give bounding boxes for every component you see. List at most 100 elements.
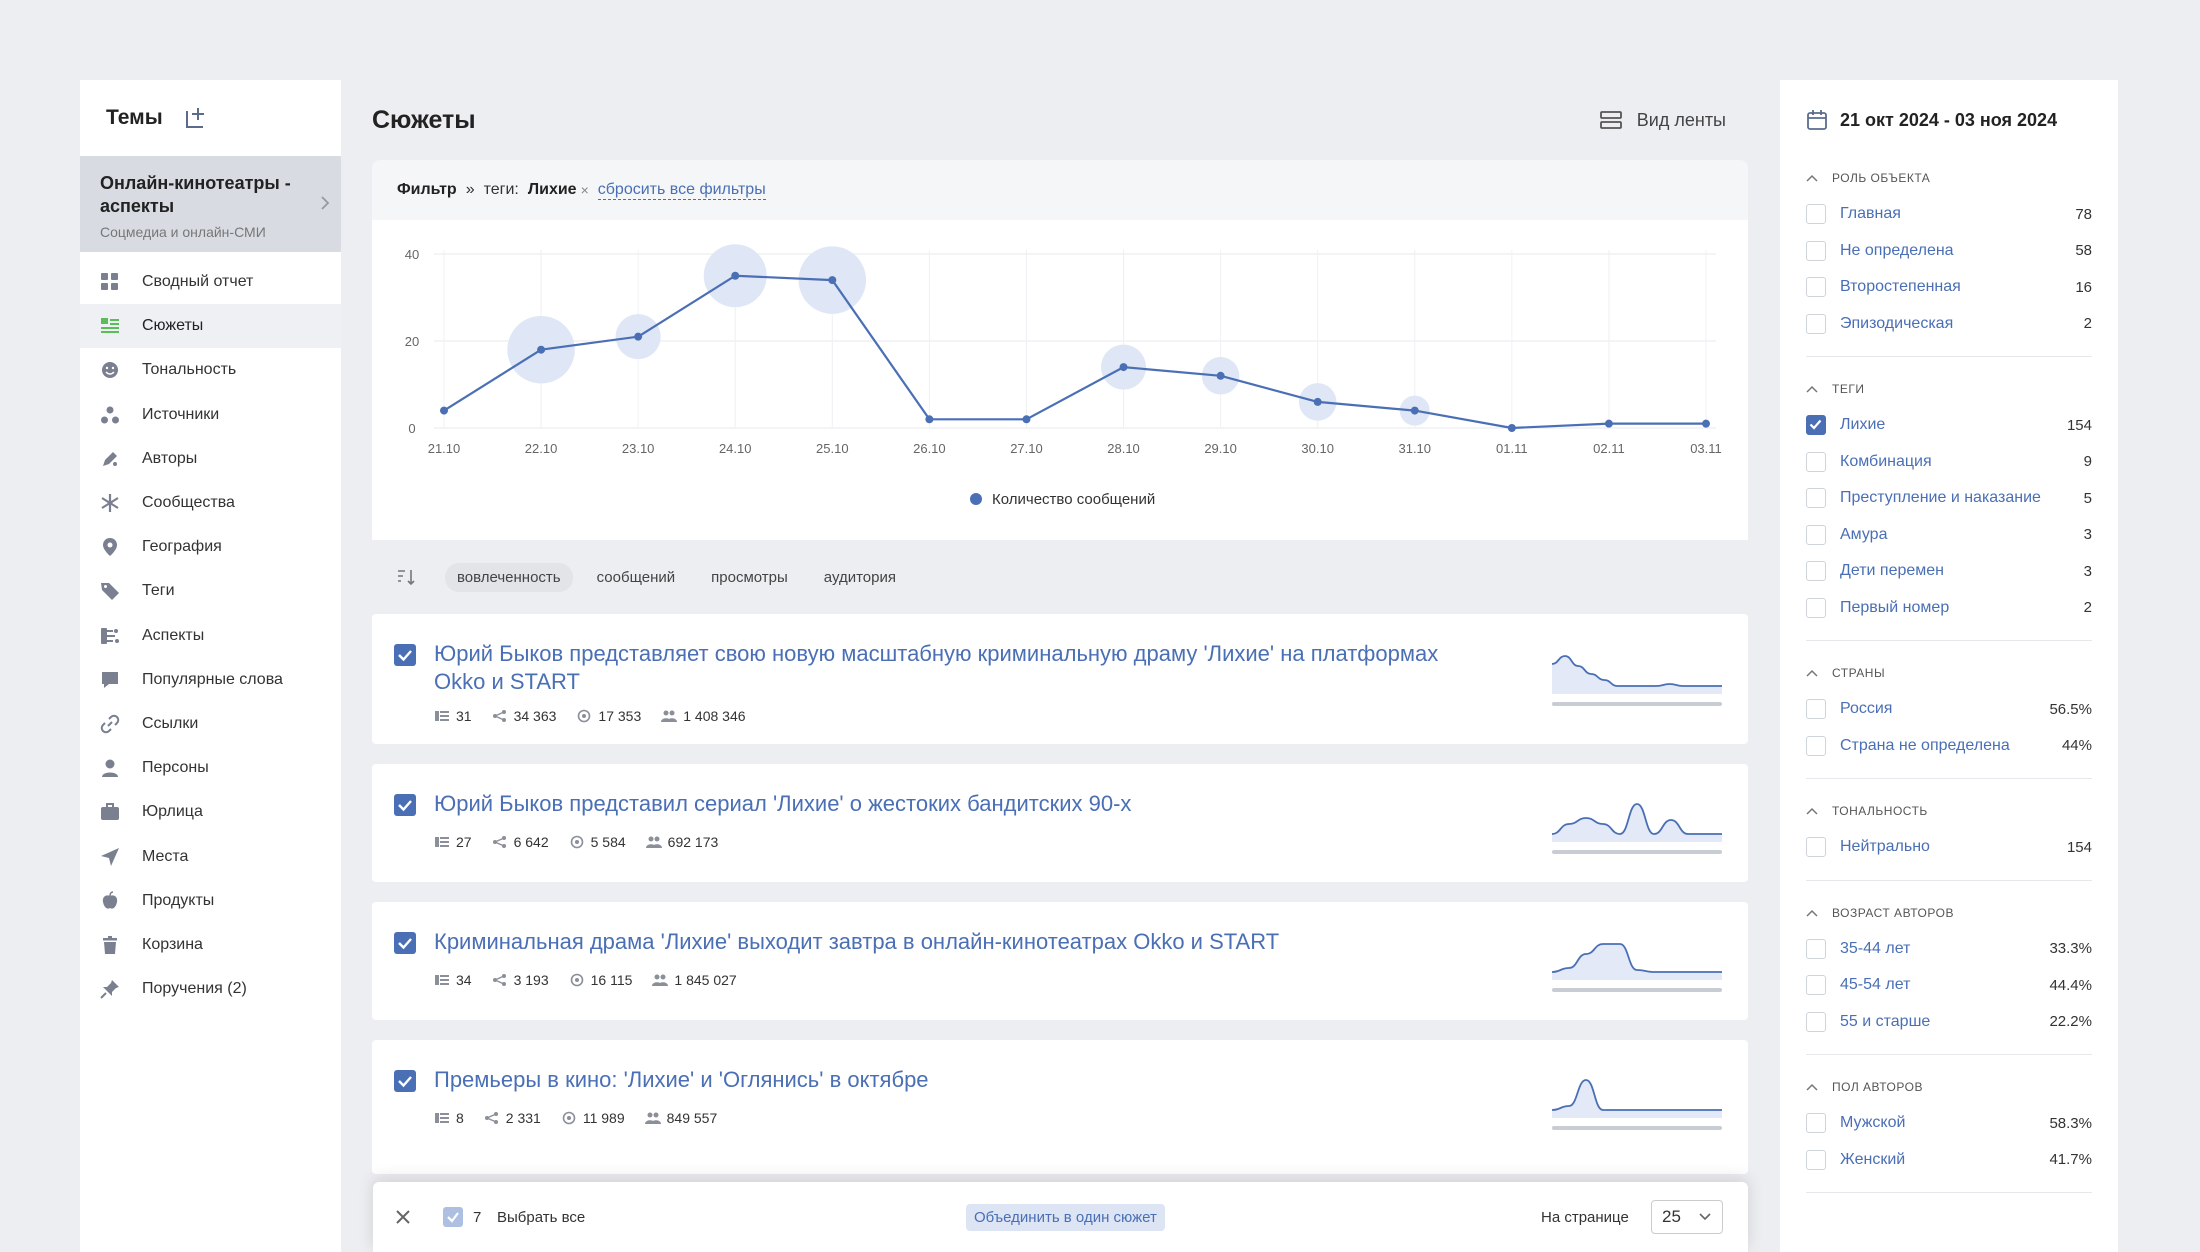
filter-checkbox[interactable] xyxy=(1806,415,1826,436)
story-checkbox[interactable] xyxy=(394,932,416,954)
filter-checkbox[interactable] xyxy=(1806,277,1826,298)
filter-checkbox[interactable] xyxy=(1806,938,1826,959)
filter-section-header[interactable]: Пол авторов xyxy=(1806,1069,2092,1105)
chevron-up-icon xyxy=(1806,174,1818,182)
filter-checkbox[interactable] xyxy=(1806,837,1826,858)
sidebar-item-1[interactable]: Сюжеты xyxy=(80,304,341,349)
sidebar-item-2[interactable]: Тональность xyxy=(80,348,341,392)
sidebar-item-13[interactable]: Места xyxy=(80,834,341,878)
filter-checkbox[interactable] xyxy=(1806,975,1826,996)
sort-option-3[interactable]: аудитория xyxy=(823,568,896,586)
sidebar-item-11[interactable]: Персоны xyxy=(80,746,341,790)
filter-checkbox[interactable] xyxy=(1806,735,1826,756)
filter-option[interactable]: Второстепенная 16 xyxy=(1806,269,2092,306)
filter-option[interactable]: Эпизодическая 2 xyxy=(1806,306,2092,343)
filter-option[interactable]: Преступление и наказание 5 xyxy=(1806,480,2092,517)
filter-option[interactable]: Страна не определена 44% xyxy=(1806,728,2092,765)
filter-option[interactable]: Комбинация 9 xyxy=(1806,444,2092,481)
stat-reposts-value: 6 642 xyxy=(513,834,549,850)
filter-option[interactable]: Нейтрально 154 xyxy=(1806,829,2092,866)
add-theme-icon[interactable] xyxy=(183,105,209,131)
filter-checkbox[interactable] xyxy=(1806,204,1826,225)
filter-checkbox[interactable] xyxy=(1806,699,1826,720)
filter-section-header[interactable]: Тональность xyxy=(1806,793,2092,829)
sidebar-item-3[interactable]: Источники xyxy=(80,393,341,437)
select-all-label[interactable]: Выбрать все xyxy=(497,1208,586,1226)
sidebar-item-4[interactable]: Авторы xyxy=(80,437,341,481)
sidebar-item-12[interactable]: Юрлица xyxy=(80,790,341,834)
messages-icon xyxy=(435,1113,449,1123)
link-icon xyxy=(100,714,120,734)
filter-section: Теги Лихие 154 Комбинация 9 Преступление и на… xyxy=(1806,357,2092,641)
filter-checkbox[interactable] xyxy=(1806,240,1826,261)
filter-option[interactable]: Амура 3 xyxy=(1806,517,2092,554)
remove-filter-icon[interactable]: × xyxy=(580,182,589,198)
filter-section-header[interactable]: Роль объекта xyxy=(1806,160,2092,196)
per-page-select[interactable]: 25 xyxy=(1651,1200,1723,1234)
sidebar-item-9[interactable]: Популярные слова xyxy=(80,658,341,702)
filter-option[interactable]: Лихие 154 xyxy=(1806,407,2092,444)
filter-checkbox[interactable] xyxy=(1806,313,1826,334)
sidebar-item-10[interactable]: Ссылки xyxy=(80,702,341,746)
sort-option-2[interactable]: просмотры xyxy=(711,568,788,586)
current-theme[interactable]: Онлайн-кинотеатры - аспекты Соцмедиа и о… xyxy=(80,156,341,252)
stat-audience-value: 692 173 xyxy=(667,834,719,850)
filter-option[interactable]: 35-44 лет 33.3% xyxy=(1806,931,2092,968)
x-tick-label: 21.10 xyxy=(428,441,461,456)
reset-filters-link[interactable]: сбросить все фильтры xyxy=(597,180,766,200)
filter-option[interactable]: Мужской 58.3% xyxy=(1806,1105,2092,1142)
sort-icon[interactable] xyxy=(395,567,417,587)
feed-view-button[interactable]: Вид ленты xyxy=(1599,110,1726,131)
check-icon xyxy=(398,938,412,950)
filter-option[interactable]: Главная 78 xyxy=(1806,196,2092,233)
select-all-checkbox[interactable] xyxy=(443,1207,463,1227)
filter-checkbox[interactable] xyxy=(1806,451,1826,472)
story-checkbox[interactable] xyxy=(394,794,416,816)
filter-checkbox[interactable] xyxy=(1806,597,1826,618)
filter-option[interactable]: 45-54 лет 44.4% xyxy=(1806,967,2092,1004)
sort-bar: вовлеченность сообщений просмотры аудитория xyxy=(372,540,1748,614)
story-title[interactable]: Криминальная драма 'Лихие' выходит завтр… xyxy=(434,929,1280,954)
filter-option[interactable]: Дети перемен 3 xyxy=(1806,553,2092,590)
sidebar-item-16[interactable]: Поручения (2) xyxy=(80,967,341,1011)
messages-icon xyxy=(435,975,449,985)
sidebar-item-8[interactable]: Аспекты xyxy=(80,614,341,658)
filter-option[interactable]: 55 и старше 22.2% xyxy=(1806,1004,2092,1041)
sidebar-item-14[interactable]: Продукты xyxy=(80,879,341,923)
sort-option-1[interactable]: сообщений xyxy=(596,568,676,586)
sidebar-item-6[interactable]: География xyxy=(80,525,341,569)
sidebar-item-7[interactable]: Теги xyxy=(80,569,341,613)
filter-option[interactable]: Не определена 58 xyxy=(1806,233,2092,270)
filter-option-count: 56.5% xyxy=(2049,700,2092,718)
merge-stories-button[interactable]: Объединить в один сюжет xyxy=(966,1203,1165,1231)
filter-checkbox[interactable] xyxy=(1806,1149,1826,1170)
filter-checkbox[interactable] xyxy=(1806,1011,1826,1032)
sidebar-item-label: Ссылки xyxy=(142,714,199,732)
filter-option[interactable]: Россия 56.5% xyxy=(1806,691,2092,728)
filter-option-count: 2 xyxy=(2083,315,2092,333)
filter-checkbox[interactable] xyxy=(1806,561,1826,582)
sidebar-item-5[interactable]: Сообщества xyxy=(80,481,341,525)
filter-checkbox[interactable] xyxy=(1806,488,1826,509)
story-title[interactable]: Юрий Быков представил сериал 'Лихие' о ж… xyxy=(434,791,1132,816)
filter-option-label: 55 и старше xyxy=(1840,1012,1931,1030)
filter-option[interactable]: Женский 41.7% xyxy=(1806,1142,2092,1179)
filter-section-header[interactable]: Страны xyxy=(1806,655,2092,691)
sidebar-item-15[interactable]: Корзина xyxy=(80,923,341,967)
data-point xyxy=(731,271,740,280)
story-checkbox[interactable] xyxy=(394,644,416,666)
filter-option[interactable]: Первый номер 2 xyxy=(1806,590,2092,627)
story-checkbox[interactable] xyxy=(394,1070,416,1092)
date-range-picker[interactable]: 21 окт 2024 - 03 ноя 2024 xyxy=(1780,80,2118,160)
filter-option-count: 154 xyxy=(2066,416,2092,434)
filter-checkbox[interactable] xyxy=(1806,524,1826,545)
close-icon[interactable] xyxy=(395,1209,411,1225)
story-title[interactable]: Премьеры в кино: 'Лихие' и 'Оглянись' в … xyxy=(434,1067,929,1092)
sidebar-item-label: Сводный отчет xyxy=(142,273,254,291)
filter-section-header[interactable]: Возраст авторов xyxy=(1806,895,2092,931)
sidebar-item-0[interactable]: Сводный отчет xyxy=(80,260,341,304)
story-title[interactable]: Юрий Быков представляет свою новую масшт… xyxy=(434,641,1439,694)
filter-checkbox[interactable] xyxy=(1806,1113,1826,1134)
sort-option-0[interactable]: вовлеченность xyxy=(445,562,573,592)
filter-section-header[interactable]: Теги xyxy=(1806,371,2092,407)
